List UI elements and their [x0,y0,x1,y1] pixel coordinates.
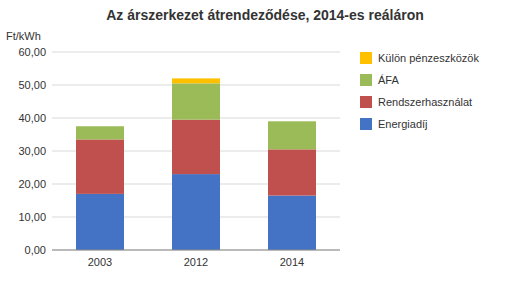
legend-swatch [360,96,372,108]
legend-label: ÁFA [378,74,399,86]
y-tick-label: 20,00 [18,178,46,190]
y-tick-label: 10,00 [18,211,46,223]
legend-label: Rendszerhasználat [378,96,472,108]
legend-label: Energiadíj [378,118,428,130]
bar-segment [172,78,220,83]
bar-segment [76,139,124,193]
bar-segment [172,83,220,119]
bar-segment [76,126,124,139]
y-label: Ft/kWh [6,30,41,42]
legend-label: Külön pénzeszközök [378,52,479,64]
grid-line [52,52,340,53]
y-tick-label: 0,00 [25,244,46,256]
x-tick-label: 2014 [280,256,304,268]
legend-swatch [360,74,372,86]
bar-segment [268,121,316,122]
chart: Az árszerkezet átrendeződése, 2014-es re… [0,0,530,282]
x-tick-label: 2012 [184,256,208,268]
x-axis [52,250,340,251]
x-tick-label: 2003 [88,256,112,268]
bar-segment [172,174,220,250]
bar-segment [268,121,316,149]
grid [52,52,340,250]
y-tick-label: 60,00 [18,46,46,58]
title: Az árszerkezet átrendeződése, 2014-es re… [106,7,424,23]
bars [76,78,316,250]
legend: Külön pénzeszközök ÁFA Rendszerhasználat En… [360,52,479,130]
grid-line [52,250,340,251]
y-tick-label: 50,00 [18,79,46,91]
legend-swatch [360,52,372,64]
bar-segment [76,194,124,250]
y-tick-label: 30,00 [18,145,46,157]
bar-segment [76,126,124,127]
legend-swatch [360,118,372,130]
bar-segment [268,149,316,195]
y-tick-label: 40,00 [18,112,46,124]
bar-segment [268,196,316,250]
bar-segment [172,120,220,174]
